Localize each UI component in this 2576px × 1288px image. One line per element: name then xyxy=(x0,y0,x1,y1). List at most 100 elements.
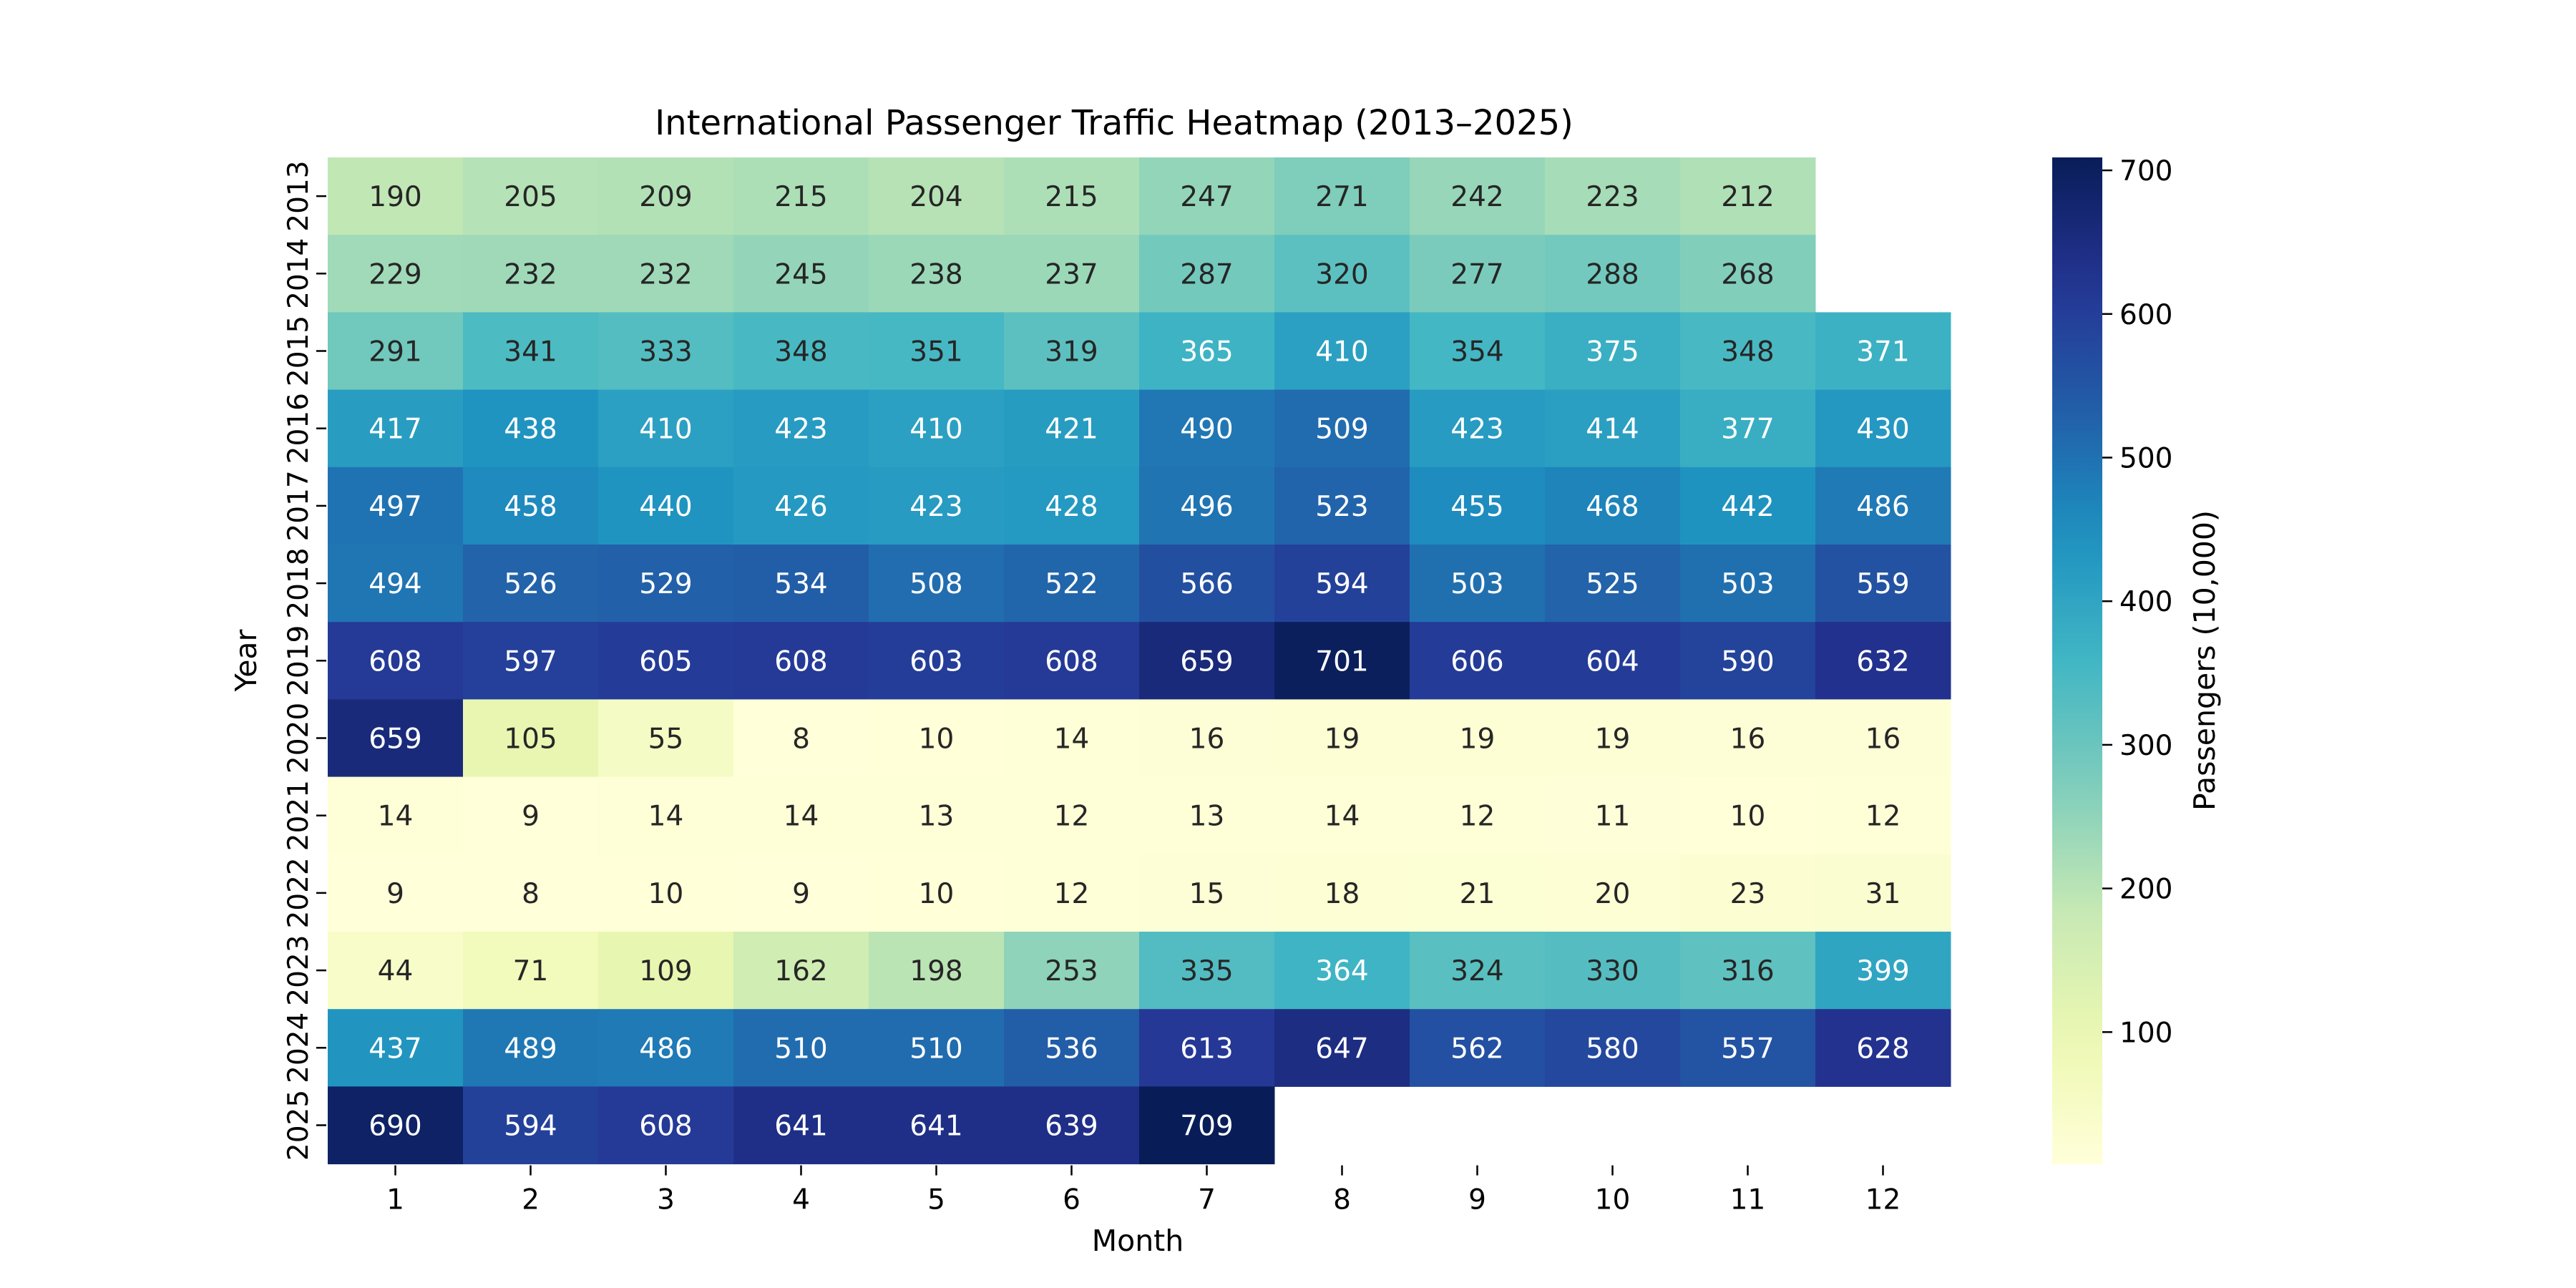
cell-value-label: 590 xyxy=(1721,645,1774,678)
cell-value-label: 458 xyxy=(504,491,557,523)
heatmap-cell xyxy=(1004,312,1140,391)
cell-value-label: 426 xyxy=(774,491,827,523)
cell-value-label: 198 xyxy=(909,955,962,987)
colorbar-tick-label: 600 xyxy=(2119,299,2172,331)
heatmap-cell xyxy=(328,699,464,778)
heatmap-cell xyxy=(598,854,734,932)
cell-value-label: 348 xyxy=(774,336,827,369)
heatmap-cell xyxy=(1410,776,1546,855)
cell-value-label: 489 xyxy=(504,1033,557,1065)
heatmap-cell xyxy=(733,389,869,468)
heatmap-cell xyxy=(1410,1009,1546,1087)
heatmap-cell xyxy=(733,312,869,391)
cell-value-label: 14 xyxy=(1324,801,1360,833)
heatmap-cell xyxy=(1274,467,1410,545)
heatmap-cell xyxy=(598,1009,734,1087)
heatmap-cell xyxy=(1139,776,1275,855)
heatmap-cell xyxy=(1680,622,1816,700)
colorbar-tick-label: 100 xyxy=(2119,1017,2172,1049)
cell-value-label: 421 xyxy=(1045,414,1098,446)
cell-value-label: 594 xyxy=(504,1111,557,1143)
cell-value-label: 348 xyxy=(1721,336,1774,369)
cell-value-label: 20 xyxy=(1595,878,1631,910)
cell-value-label: 639 xyxy=(1045,1111,1098,1143)
cell-value-label: 442 xyxy=(1721,491,1774,523)
heatmap-cell xyxy=(1545,157,1681,235)
cell-value-label: 204 xyxy=(909,181,962,213)
heatmap-cell xyxy=(1410,157,1546,235)
cell-value-label: 364 xyxy=(1315,955,1368,987)
y-tick-label: 2025 xyxy=(283,1090,315,1161)
heatmap-cell xyxy=(733,622,869,700)
cell-value-label: 606 xyxy=(1450,645,1503,678)
cell-value-label: 23 xyxy=(1730,878,1766,910)
heatmap-cell xyxy=(1004,932,1140,1010)
cell-value-label: 455 xyxy=(1450,491,1503,523)
cell-value-label: 9 xyxy=(386,878,404,910)
heatmap-cell xyxy=(869,235,1005,313)
cell-value-label: 562 xyxy=(1450,1033,1503,1065)
cell-value-label: 509 xyxy=(1315,414,1368,446)
heatmap-cell xyxy=(1004,467,1140,545)
chart-title: International Passenger Traffic Heatmap … xyxy=(655,103,1574,143)
heatmap-cell xyxy=(328,312,464,391)
cell-value-label: 253 xyxy=(1045,955,1098,987)
cell-value-label: 10 xyxy=(919,723,955,756)
y-tick-label: 2016 xyxy=(283,393,315,464)
heatmap-cell xyxy=(1545,854,1681,932)
heatmap-cell xyxy=(1410,389,1546,468)
cell-value-label: 430 xyxy=(1856,414,1909,446)
cell-value-label: 237 xyxy=(1045,258,1098,291)
cell-value-label: 605 xyxy=(639,645,692,678)
cell-value-label: 21 xyxy=(1460,878,1496,910)
heatmap-cell xyxy=(1004,545,1140,623)
heatmap-cell xyxy=(598,157,734,235)
cell-value-label: 510 xyxy=(774,1033,827,1065)
heatmap-cell xyxy=(328,776,464,855)
heatmap-cell xyxy=(869,854,1005,932)
heatmap-cell xyxy=(1139,932,1275,1010)
heatmap-cell xyxy=(1139,699,1275,778)
cell-value-label: 522 xyxy=(1045,568,1098,600)
heatmap-cell xyxy=(1139,235,1275,313)
cell-value-label: 12 xyxy=(1054,801,1090,833)
colorbar-tick-label: 400 xyxy=(2119,586,2172,618)
cell-value-label: 365 xyxy=(1180,336,1233,369)
cell-value-label: 523 xyxy=(1315,491,1368,523)
cell-value-label: 423 xyxy=(909,491,962,523)
heatmap-cell xyxy=(1680,545,1816,623)
x-tick-label: 6 xyxy=(1063,1184,1080,1216)
cell-value-label: 437 xyxy=(369,1033,421,1065)
cell-value-label: 287 xyxy=(1180,258,1233,291)
cell-value-label: 13 xyxy=(1189,801,1225,833)
colorbar xyxy=(2052,157,2102,1164)
cell-value-label: 55 xyxy=(648,723,684,756)
cell-value-label: 14 xyxy=(784,801,819,833)
cell-value-label: 333 xyxy=(639,336,692,369)
y-tick-label: 2022 xyxy=(283,857,315,928)
cell-value-label: 428 xyxy=(1045,491,1098,523)
heatmap-cell xyxy=(869,776,1005,855)
cell-value-label: 659 xyxy=(369,723,421,756)
cell-value-label: 19 xyxy=(1324,723,1360,756)
heatmap-cell xyxy=(1815,932,1951,1010)
cell-value-label: 354 xyxy=(1450,336,1503,369)
heatmap-cell xyxy=(1410,467,1546,545)
cell-value-label: 497 xyxy=(369,491,421,523)
heatmap-cell xyxy=(1680,776,1816,855)
cell-value-label: 14 xyxy=(648,801,684,833)
heatmap-cell xyxy=(1815,622,1951,700)
heatmap-cell xyxy=(328,157,464,235)
heatmap-cell xyxy=(1004,699,1140,778)
cell-value-label: 494 xyxy=(369,568,421,600)
heatmap-cell xyxy=(1815,467,1951,545)
heatmap-cell xyxy=(1410,545,1546,623)
cell-value-label: 247 xyxy=(1180,181,1233,213)
cell-value-label: 215 xyxy=(774,181,827,213)
heatmap-cell xyxy=(328,235,464,313)
heatmap-cell xyxy=(1545,1009,1681,1087)
heatmap-cell xyxy=(869,1086,1005,1165)
heatmap-cell xyxy=(869,545,1005,623)
heatmap-cell xyxy=(733,854,869,932)
